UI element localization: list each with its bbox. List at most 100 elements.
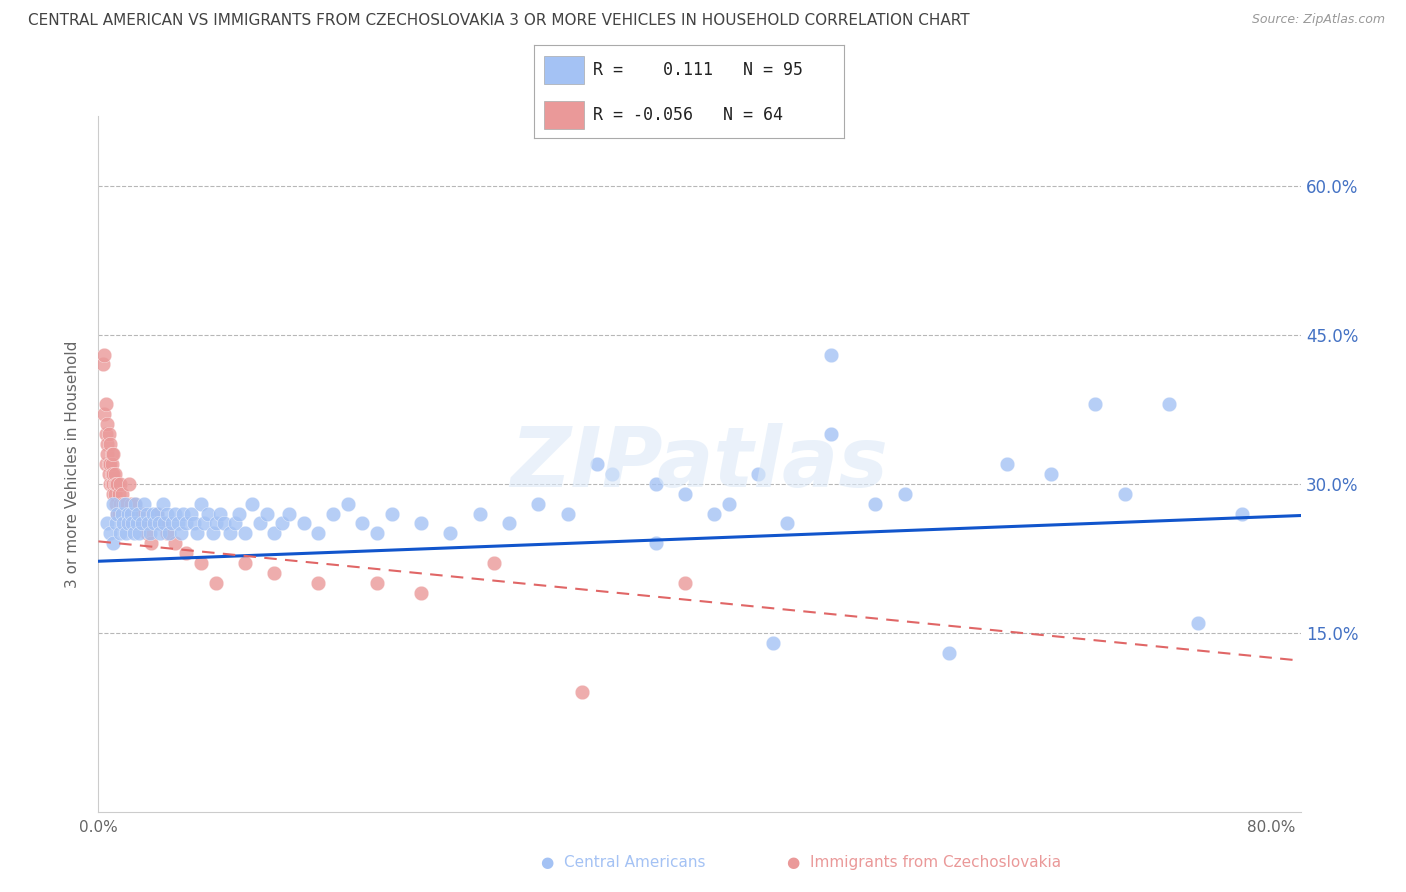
- Point: [127, 516, 149, 531]
- Point: [101, 447, 124, 461]
- Point: [97, 467, 120, 481]
- Point: [409, 516, 432, 531]
- Point: [114, 507, 136, 521]
- Point: [366, 526, 388, 541]
- Point: [94, 457, 117, 471]
- Point: [146, 507, 169, 521]
- Point: [114, 497, 136, 511]
- Point: [156, 526, 179, 541]
- Point: [96, 516, 118, 531]
- Point: [263, 526, 285, 541]
- Point: [111, 486, 134, 500]
- Point: [204, 576, 226, 591]
- Point: [91, 358, 114, 372]
- Point: [703, 507, 725, 521]
- Point: [110, 526, 132, 541]
- Point: [204, 516, 226, 531]
- Point: [224, 516, 246, 531]
- Point: [1230, 507, 1253, 521]
- Point: [100, 447, 122, 461]
- Y-axis label: 3 or more Vehicles in Household: 3 or more Vehicles in Household: [65, 340, 80, 588]
- Point: [107, 476, 129, 491]
- Point: [108, 507, 131, 521]
- Point: [97, 457, 120, 471]
- Point: [98, 476, 121, 491]
- Point: [121, 516, 143, 531]
- Point: [98, 526, 121, 541]
- Point: [96, 437, 118, 451]
- Point: [865, 497, 887, 511]
- Point: [190, 497, 212, 511]
- Point: [183, 516, 205, 531]
- Point: [107, 507, 129, 521]
- Point: [717, 497, 740, 511]
- Point: [94, 427, 117, 442]
- Point: [995, 457, 1018, 471]
- Point: [307, 576, 329, 591]
- Text: R = -0.056   N = 64: R = -0.056 N = 64: [593, 106, 783, 124]
- Point: [439, 526, 461, 541]
- Point: [110, 476, 132, 491]
- Point: [1157, 397, 1180, 411]
- Point: [270, 516, 292, 531]
- Point: [1040, 467, 1063, 481]
- Point: [128, 526, 150, 541]
- Point: [322, 507, 344, 521]
- Point: [233, 526, 256, 541]
- Point: [138, 526, 160, 541]
- Point: [117, 516, 139, 531]
- Point: [209, 507, 232, 521]
- Text: R =    0.111   N = 95: R = 0.111 N = 95: [593, 61, 803, 78]
- Text: ●  Immigrants from Czechoslovakia: ● Immigrants from Czechoslovakia: [787, 855, 1062, 870]
- Point: [132, 516, 155, 531]
- Point: [142, 507, 165, 521]
- Point: [94, 397, 117, 411]
- Point: [105, 516, 128, 531]
- Point: [98, 437, 121, 451]
- Point: [120, 497, 142, 511]
- Point: [124, 497, 146, 511]
- Point: [820, 347, 842, 361]
- Point: [156, 507, 179, 521]
- Point: [115, 526, 138, 541]
- Text: ZIPatlas: ZIPatlas: [510, 424, 889, 504]
- Point: [125, 516, 148, 531]
- Point: [112, 497, 135, 511]
- Point: [366, 576, 388, 591]
- Point: [938, 646, 960, 660]
- Point: [146, 507, 169, 521]
- Point: [498, 516, 520, 531]
- Point: [101, 476, 124, 491]
- Text: ●  Central Americans: ● Central Americans: [541, 855, 706, 870]
- Point: [149, 526, 172, 541]
- Point: [190, 556, 212, 570]
- Point: [176, 516, 198, 531]
- Point: [152, 497, 174, 511]
- Point: [115, 497, 138, 511]
- Point: [103, 467, 125, 481]
- Point: [100, 467, 122, 481]
- Point: [256, 507, 278, 521]
- Point: [153, 516, 176, 531]
- Point: [122, 507, 145, 521]
- Point: [1187, 615, 1209, 630]
- Point: [93, 407, 115, 421]
- Point: [150, 516, 173, 531]
- Point: [166, 516, 188, 531]
- Point: [557, 507, 579, 521]
- Point: [120, 507, 142, 521]
- Point: [249, 516, 271, 531]
- Point: [100, 476, 122, 491]
- Point: [292, 516, 315, 531]
- Point: [571, 685, 593, 699]
- Point: [163, 536, 186, 550]
- Point: [214, 516, 236, 531]
- Point: [176, 546, 198, 560]
- Point: [143, 516, 166, 531]
- Point: [160, 516, 183, 531]
- Point: [97, 427, 120, 442]
- Point: [117, 516, 139, 531]
- FancyBboxPatch shape: [544, 101, 583, 129]
- Point: [352, 516, 374, 531]
- Point: [108, 486, 131, 500]
